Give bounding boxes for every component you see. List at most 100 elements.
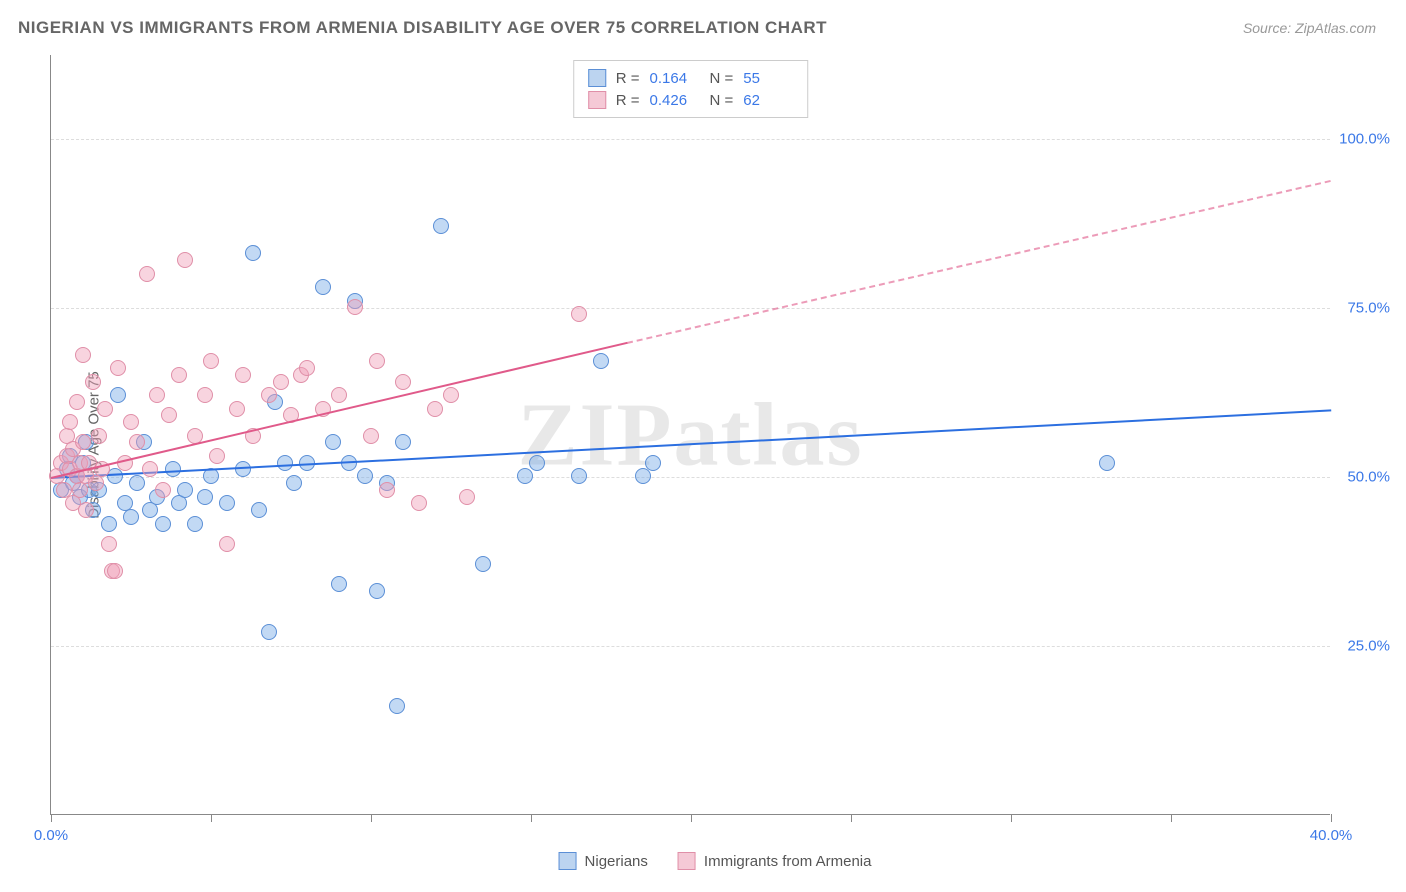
trend-line-dashed bbox=[627, 180, 1331, 344]
scatter-point bbox=[110, 360, 126, 376]
scatter-point bbox=[177, 482, 193, 498]
scatter-point bbox=[235, 461, 251, 477]
scatter-point bbox=[75, 434, 91, 450]
legend-item: Immigrants from Armenia bbox=[678, 852, 872, 870]
xtick bbox=[691, 814, 692, 822]
scatter-point bbox=[369, 353, 385, 369]
xtick bbox=[211, 814, 212, 822]
scatter-point bbox=[142, 461, 158, 477]
stat-r-value: 0.426 bbox=[650, 92, 700, 109]
watermark: ZIPatlas bbox=[517, 383, 863, 486]
legend-bottom: Nigerians Immigrants from Armenia bbox=[559, 852, 872, 870]
scatter-point bbox=[101, 536, 117, 552]
stat-r-label: R = bbox=[616, 92, 640, 109]
chart-header: NIGERIAN VS IMMIGRANTS FROM ARMENIA DISA… bbox=[0, 0, 1406, 48]
scatter-point bbox=[299, 360, 315, 376]
chart-title: NIGERIAN VS IMMIGRANTS FROM ARMENIA DISA… bbox=[18, 18, 827, 38]
scatter-point bbox=[1099, 455, 1115, 471]
scatter-point bbox=[155, 516, 171, 532]
scatter-point bbox=[593, 353, 609, 369]
scatter-point bbox=[645, 455, 661, 471]
stats-legend-box: R =0.164N =55R =0.426N =62 bbox=[573, 60, 809, 118]
scatter-point bbox=[261, 387, 277, 403]
stat-r-label: R = bbox=[616, 70, 640, 87]
legend-item: Nigerians bbox=[559, 852, 648, 870]
ytick-label: 50.0% bbox=[1347, 469, 1390, 486]
scatter-point bbox=[75, 347, 91, 363]
chart-area: Disability Age Over 75 ZIPatlas R =0.164… bbox=[50, 55, 1380, 835]
scatter-point bbox=[331, 576, 347, 592]
scatter-point bbox=[107, 563, 123, 579]
scatter-point bbox=[219, 536, 235, 552]
scatter-point bbox=[78, 502, 94, 518]
ytick-label: 100.0% bbox=[1339, 131, 1390, 148]
scatter-point bbox=[123, 414, 139, 430]
scatter-point bbox=[149, 387, 165, 403]
scatter-point bbox=[433, 218, 449, 234]
gridline bbox=[51, 308, 1330, 309]
xtick bbox=[851, 814, 852, 822]
scatter-point bbox=[62, 414, 78, 430]
scatter-point bbox=[357, 468, 373, 484]
stats-row: R =0.426N =62 bbox=[588, 89, 794, 111]
scatter-point bbox=[379, 482, 395, 498]
xtick bbox=[371, 814, 372, 822]
scatter-point bbox=[286, 475, 302, 491]
xtick bbox=[1331, 814, 1332, 822]
scatter-point bbox=[395, 434, 411, 450]
scatter-point bbox=[571, 306, 587, 322]
scatter-point bbox=[69, 394, 85, 410]
scatter-point bbox=[197, 489, 213, 505]
scatter-point bbox=[129, 434, 145, 450]
scatter-point bbox=[331, 387, 347, 403]
plot-region: ZIPatlas R =0.164N =55R =0.426N =62 25.0… bbox=[50, 55, 1330, 815]
legend-swatch bbox=[588, 91, 606, 109]
scatter-point bbox=[209, 448, 225, 464]
scatter-point bbox=[203, 353, 219, 369]
stat-n-value: 55 bbox=[743, 70, 793, 87]
scatter-point bbox=[171, 367, 187, 383]
scatter-point bbox=[261, 624, 277, 640]
scatter-point bbox=[347, 299, 363, 315]
scatter-point bbox=[97, 401, 113, 417]
scatter-point bbox=[129, 475, 145, 491]
scatter-point bbox=[411, 495, 427, 511]
stat-n-label: N = bbox=[710, 70, 734, 87]
ytick-label: 75.0% bbox=[1347, 300, 1390, 317]
scatter-point bbox=[123, 509, 139, 525]
scatter-point bbox=[459, 489, 475, 505]
scatter-point bbox=[369, 583, 385, 599]
scatter-point bbox=[229, 401, 245, 417]
scatter-point bbox=[110, 387, 126, 403]
scatter-point bbox=[251, 502, 267, 518]
scatter-point bbox=[101, 516, 117, 532]
chart-source: Source: ZipAtlas.com bbox=[1243, 20, 1376, 36]
scatter-point bbox=[197, 387, 213, 403]
scatter-point bbox=[363, 428, 379, 444]
scatter-point bbox=[315, 279, 331, 295]
stats-row: R =0.164N =55 bbox=[588, 67, 794, 89]
xtick bbox=[51, 814, 52, 822]
legend-label: Immigrants from Armenia bbox=[704, 853, 872, 870]
xtick bbox=[1011, 814, 1012, 822]
scatter-point bbox=[427, 401, 443, 417]
legend-label: Nigerians bbox=[585, 853, 648, 870]
scatter-point bbox=[85, 374, 101, 390]
scatter-point bbox=[177, 252, 193, 268]
scatter-point bbox=[389, 698, 405, 714]
stat-n-label: N = bbox=[710, 92, 734, 109]
scatter-point bbox=[235, 367, 251, 383]
scatter-point bbox=[91, 428, 107, 444]
xtick bbox=[531, 814, 532, 822]
legend-swatch bbox=[678, 852, 696, 870]
scatter-point bbox=[219, 495, 235, 511]
scatter-point bbox=[635, 468, 651, 484]
scatter-point bbox=[187, 516, 203, 532]
scatter-point bbox=[277, 455, 293, 471]
scatter-point bbox=[517, 468, 533, 484]
xtick-label: 0.0% bbox=[34, 827, 68, 844]
scatter-point bbox=[139, 266, 155, 282]
scatter-point bbox=[245, 245, 261, 261]
gridline bbox=[51, 139, 1330, 140]
ytick-label: 25.0% bbox=[1347, 638, 1390, 655]
